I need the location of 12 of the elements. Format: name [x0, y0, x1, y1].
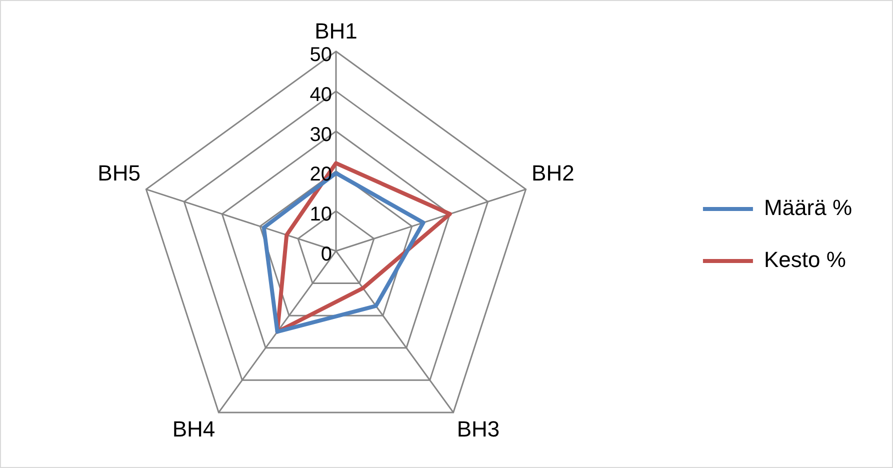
spoke-label: BH1: [314, 18, 358, 44]
legend-label: Määrä %: [764, 195, 852, 220]
y-tick-label: 50: [310, 44, 332, 66]
y-tick-label: 30: [310, 124, 332, 146]
y-tick-label: 0: [320, 244, 332, 266]
spoke-label: BH2: [532, 160, 574, 186]
y-tick-label: 10: [310, 204, 332, 226]
y-tick-label: 40: [310, 84, 332, 106]
spoke-label: BH4: [172, 416, 216, 442]
spoke-label: BH5: [98, 160, 140, 186]
legend-label: Kesto %: [764, 247, 846, 272]
spoke-label: BH3: [456, 416, 500, 442]
